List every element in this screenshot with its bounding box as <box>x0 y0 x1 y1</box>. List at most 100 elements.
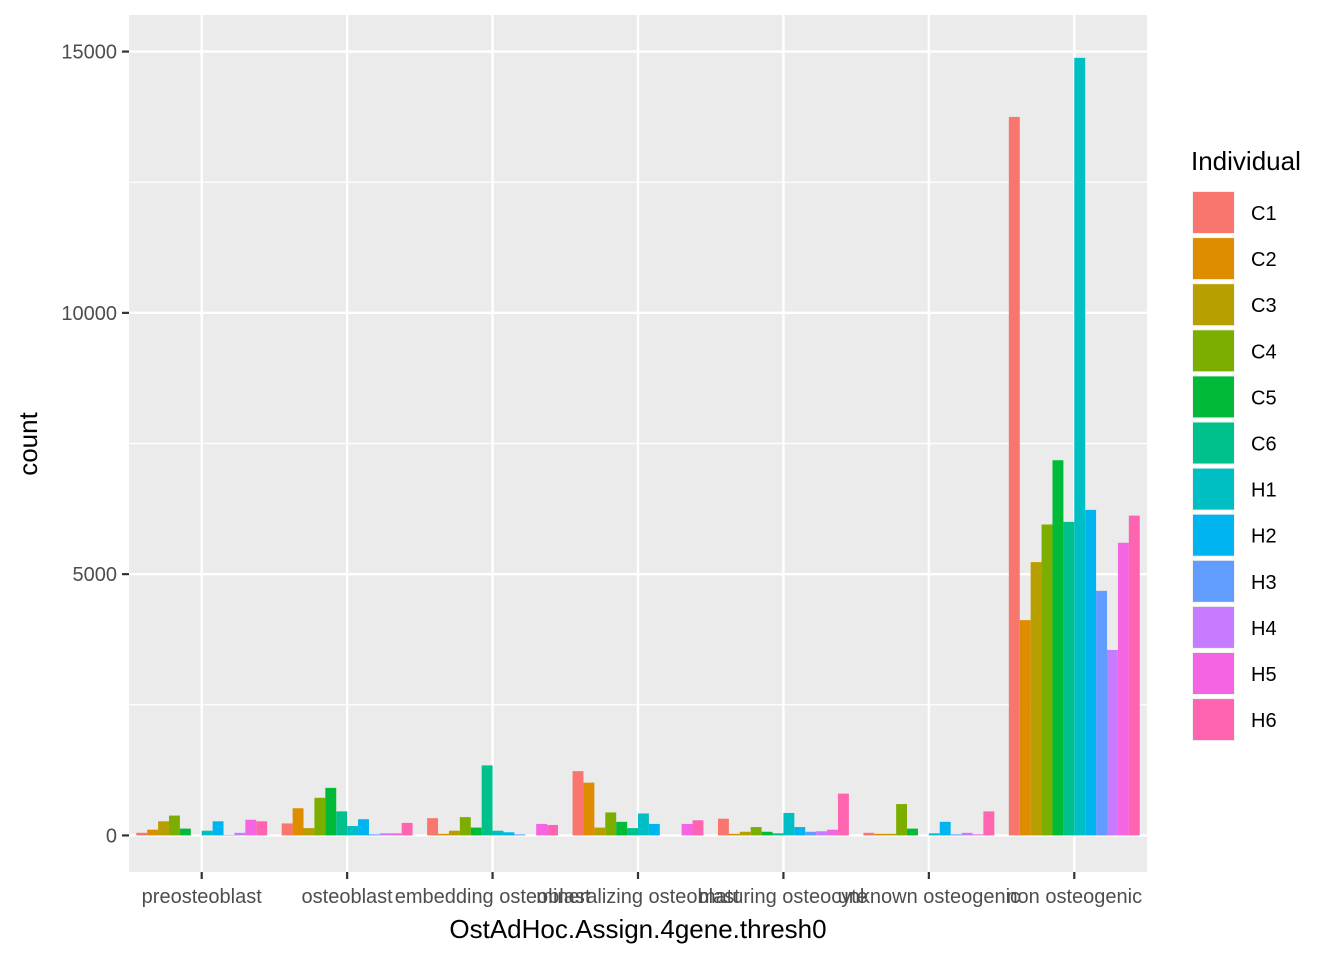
bar-h4-4 <box>816 831 828 836</box>
bar-h2-5 <box>939 821 951 836</box>
bar-h5-6 <box>1117 542 1129 836</box>
bar-h1-4 <box>783 812 795 836</box>
bar-h2-6 <box>1085 509 1097 836</box>
legend: Individual C1 C2 C3 C4 C5 C6 H1 H2 H3 H4 H5 H6 <box>1191 146 1301 742</box>
bar-c2-2 <box>438 833 449 836</box>
bar-h5-5 <box>972 834 984 836</box>
bar-h1-2 <box>492 830 504 836</box>
legend-label-h5: H5 <box>1251 664 1277 686</box>
bar-c2-6 <box>1019 620 1031 836</box>
legend-label-c3: C3 <box>1251 295 1277 317</box>
bar-c4-6 <box>1041 524 1053 836</box>
legend-label-c1: C1 <box>1251 203 1277 225</box>
bar-c2-0 <box>147 829 159 836</box>
bar-h1-3 <box>638 813 649 836</box>
x-tick-label: maturing osteocyte <box>699 886 868 908</box>
bars <box>136 57 1140 836</box>
y-tick-label: 0 <box>106 825 117 847</box>
bar-h3-5 <box>950 834 962 836</box>
y-tick-label: 10000 <box>61 303 117 325</box>
bar-h2-0 <box>212 821 224 836</box>
bar-h2-1 <box>358 819 369 836</box>
x-tick-label: non osteogenic <box>1006 886 1142 908</box>
bar-c2-3 <box>583 782 595 836</box>
bar-c2-1 <box>292 808 304 836</box>
legend-key-h1 <box>1193 468 1234 510</box>
legend-key-c2 <box>1193 238 1234 280</box>
x-tick-label: embedding osteoblast <box>395 886 591 908</box>
legend-label-c2: C2 <box>1251 249 1277 271</box>
bar-c5-0 <box>179 828 191 836</box>
bar-c3-1 <box>303 828 315 836</box>
x-tick-label: unknown osteogenic <box>838 886 1020 908</box>
bar-c3-2 <box>448 830 460 836</box>
legend-key-c3 <box>1193 284 1234 326</box>
bar-c5-2 <box>470 827 482 836</box>
bar-c5-1 <box>325 787 337 836</box>
bar-c3-0 <box>158 821 169 836</box>
bar-h1-5 <box>928 833 940 836</box>
legend-label-h4: H4 <box>1251 618 1277 640</box>
bar-h3-2 <box>514 834 526 836</box>
bar-c2-5 <box>874 833 886 836</box>
bar-c4-1 <box>314 797 326 836</box>
x-axis-title: OstAdHoc.Assign.4gene.thresh0 <box>449 914 826 944</box>
bar-c4-0 <box>168 815 180 836</box>
x-tick-label: mineralizing osteoblast <box>536 886 740 908</box>
legend-label-h2: H2 <box>1251 526 1277 548</box>
legend-key-h6 <box>1193 699 1234 741</box>
bar-h1-6 <box>1074 57 1086 836</box>
legend-key-c4 <box>1193 330 1234 372</box>
y-tick-label: 5000 <box>73 564 118 586</box>
bar-h6-1 <box>401 822 413 836</box>
y-axis: 0 5000 10000 15000 <box>61 42 129 847</box>
bar-c4-2 <box>459 817 471 836</box>
bar-c3-6 <box>1030 562 1042 836</box>
bar-h1-0 <box>201 830 213 836</box>
bar-c6-6 <box>1063 521 1075 836</box>
legend-label-c4: C4 <box>1251 341 1277 363</box>
bar-c1-2 <box>427 818 439 836</box>
legend-key-h2 <box>1193 514 1234 556</box>
bar-c2-4 <box>728 833 740 836</box>
legend-label-h1: H1 <box>1251 480 1277 502</box>
bar-c3-4 <box>739 831 751 836</box>
bar-c5-5 <box>907 828 918 836</box>
bar-c6-3 <box>627 828 638 836</box>
bar-c4-5 <box>896 804 908 836</box>
bar-h5-4 <box>827 829 838 836</box>
bar-c5-3 <box>616 821 628 836</box>
bar-h2-3 <box>648 823 660 836</box>
bar-c6-4 <box>772 833 784 836</box>
bar-c4-4 <box>750 827 762 836</box>
legend-key-c5 <box>1193 376 1234 418</box>
bar-h6-5 <box>983 811 995 836</box>
bar-h2-4 <box>794 827 806 836</box>
bar-h6-2 <box>547 824 559 836</box>
x-tick-label: osteoblast <box>302 886 394 908</box>
bar-c1-1 <box>281 823 293 836</box>
legend-label-c5: C5 <box>1251 387 1277 409</box>
y-tick-label: 15000 <box>61 42 117 64</box>
bar-h4-6 <box>1107 649 1118 836</box>
bar-h3-6 <box>1096 590 1108 836</box>
legend-label-c6: C6 <box>1251 434 1277 456</box>
legend-label-h3: H3 <box>1251 572 1277 594</box>
bar-h5-0 <box>245 819 257 836</box>
bar-h5-2 <box>536 823 548 836</box>
bar-c4-3 <box>605 812 617 836</box>
legend-key-c6 <box>1193 422 1234 464</box>
legend-label-h6: H6 <box>1251 710 1277 732</box>
bar-c5-4 <box>761 831 773 836</box>
y-axis-title: count <box>13 411 43 475</box>
bar-c1-0 <box>136 832 148 836</box>
bar-c6-2 <box>481 765 493 836</box>
legend-key-h4 <box>1193 606 1234 648</box>
bar-c1-4 <box>717 818 729 836</box>
bar-h3-0 <box>223 834 235 836</box>
bar-h3-1 <box>368 834 380 836</box>
bar-c1-6 <box>1008 116 1020 836</box>
bar-c1-5 <box>863 832 875 836</box>
x-axis: preosteoblast osteoblast embedding osteobl… <box>142 872 1142 908</box>
bar-h3-4 <box>805 831 817 836</box>
